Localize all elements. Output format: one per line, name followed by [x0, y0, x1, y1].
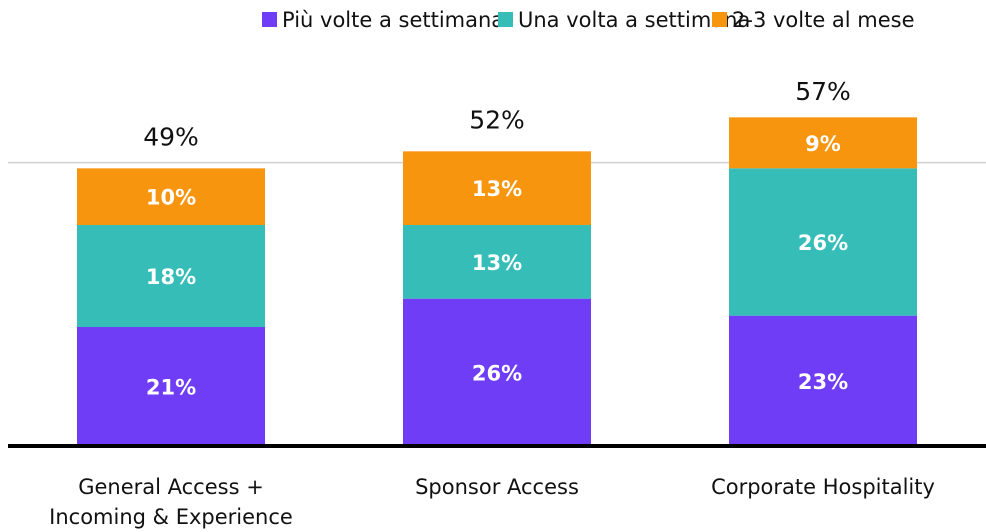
value-label: 23% [798, 370, 848, 394]
legend-swatch [498, 12, 513, 27]
bar-segment [729, 315, 917, 446]
value-label: 21% [146, 376, 196, 400]
x-tick-label: General Access + Incoming & Experience [49, 475, 293, 529]
bar-segment [729, 117, 917, 169]
bar-segment [77, 168, 265, 225]
bar-segment [403, 225, 591, 299]
legend-swatch [712, 12, 727, 27]
legend-label: Una volta a settimana [518, 8, 750, 32]
value-label: 13% [472, 251, 522, 275]
value-label: 26% [472, 361, 522, 385]
legend-swatch [262, 12, 277, 27]
bar-segment [77, 327, 265, 446]
value-label: 13% [472, 177, 522, 201]
x-tick-label: Corporate Hospitality [711, 475, 935, 499]
total-label: 49% [143, 122, 199, 151]
legend-label: 2-3 volte al mese [732, 8, 915, 32]
total-label: 57% [795, 77, 851, 106]
value-label: 9% [805, 132, 841, 156]
value-label: 10% [146, 186, 196, 210]
value-label: 18% [146, 265, 196, 289]
legend-label: Più volte a settimana [282, 8, 504, 32]
total-label: 52% [469, 105, 525, 134]
x-tick-label: Sponsor Access [415, 475, 579, 499]
bar-segment [729, 168, 917, 316]
bar-segment [403, 298, 591, 446]
value-label: 26% [798, 231, 848, 255]
bar-segment [77, 225, 265, 327]
bar-segment [403, 151, 591, 225]
